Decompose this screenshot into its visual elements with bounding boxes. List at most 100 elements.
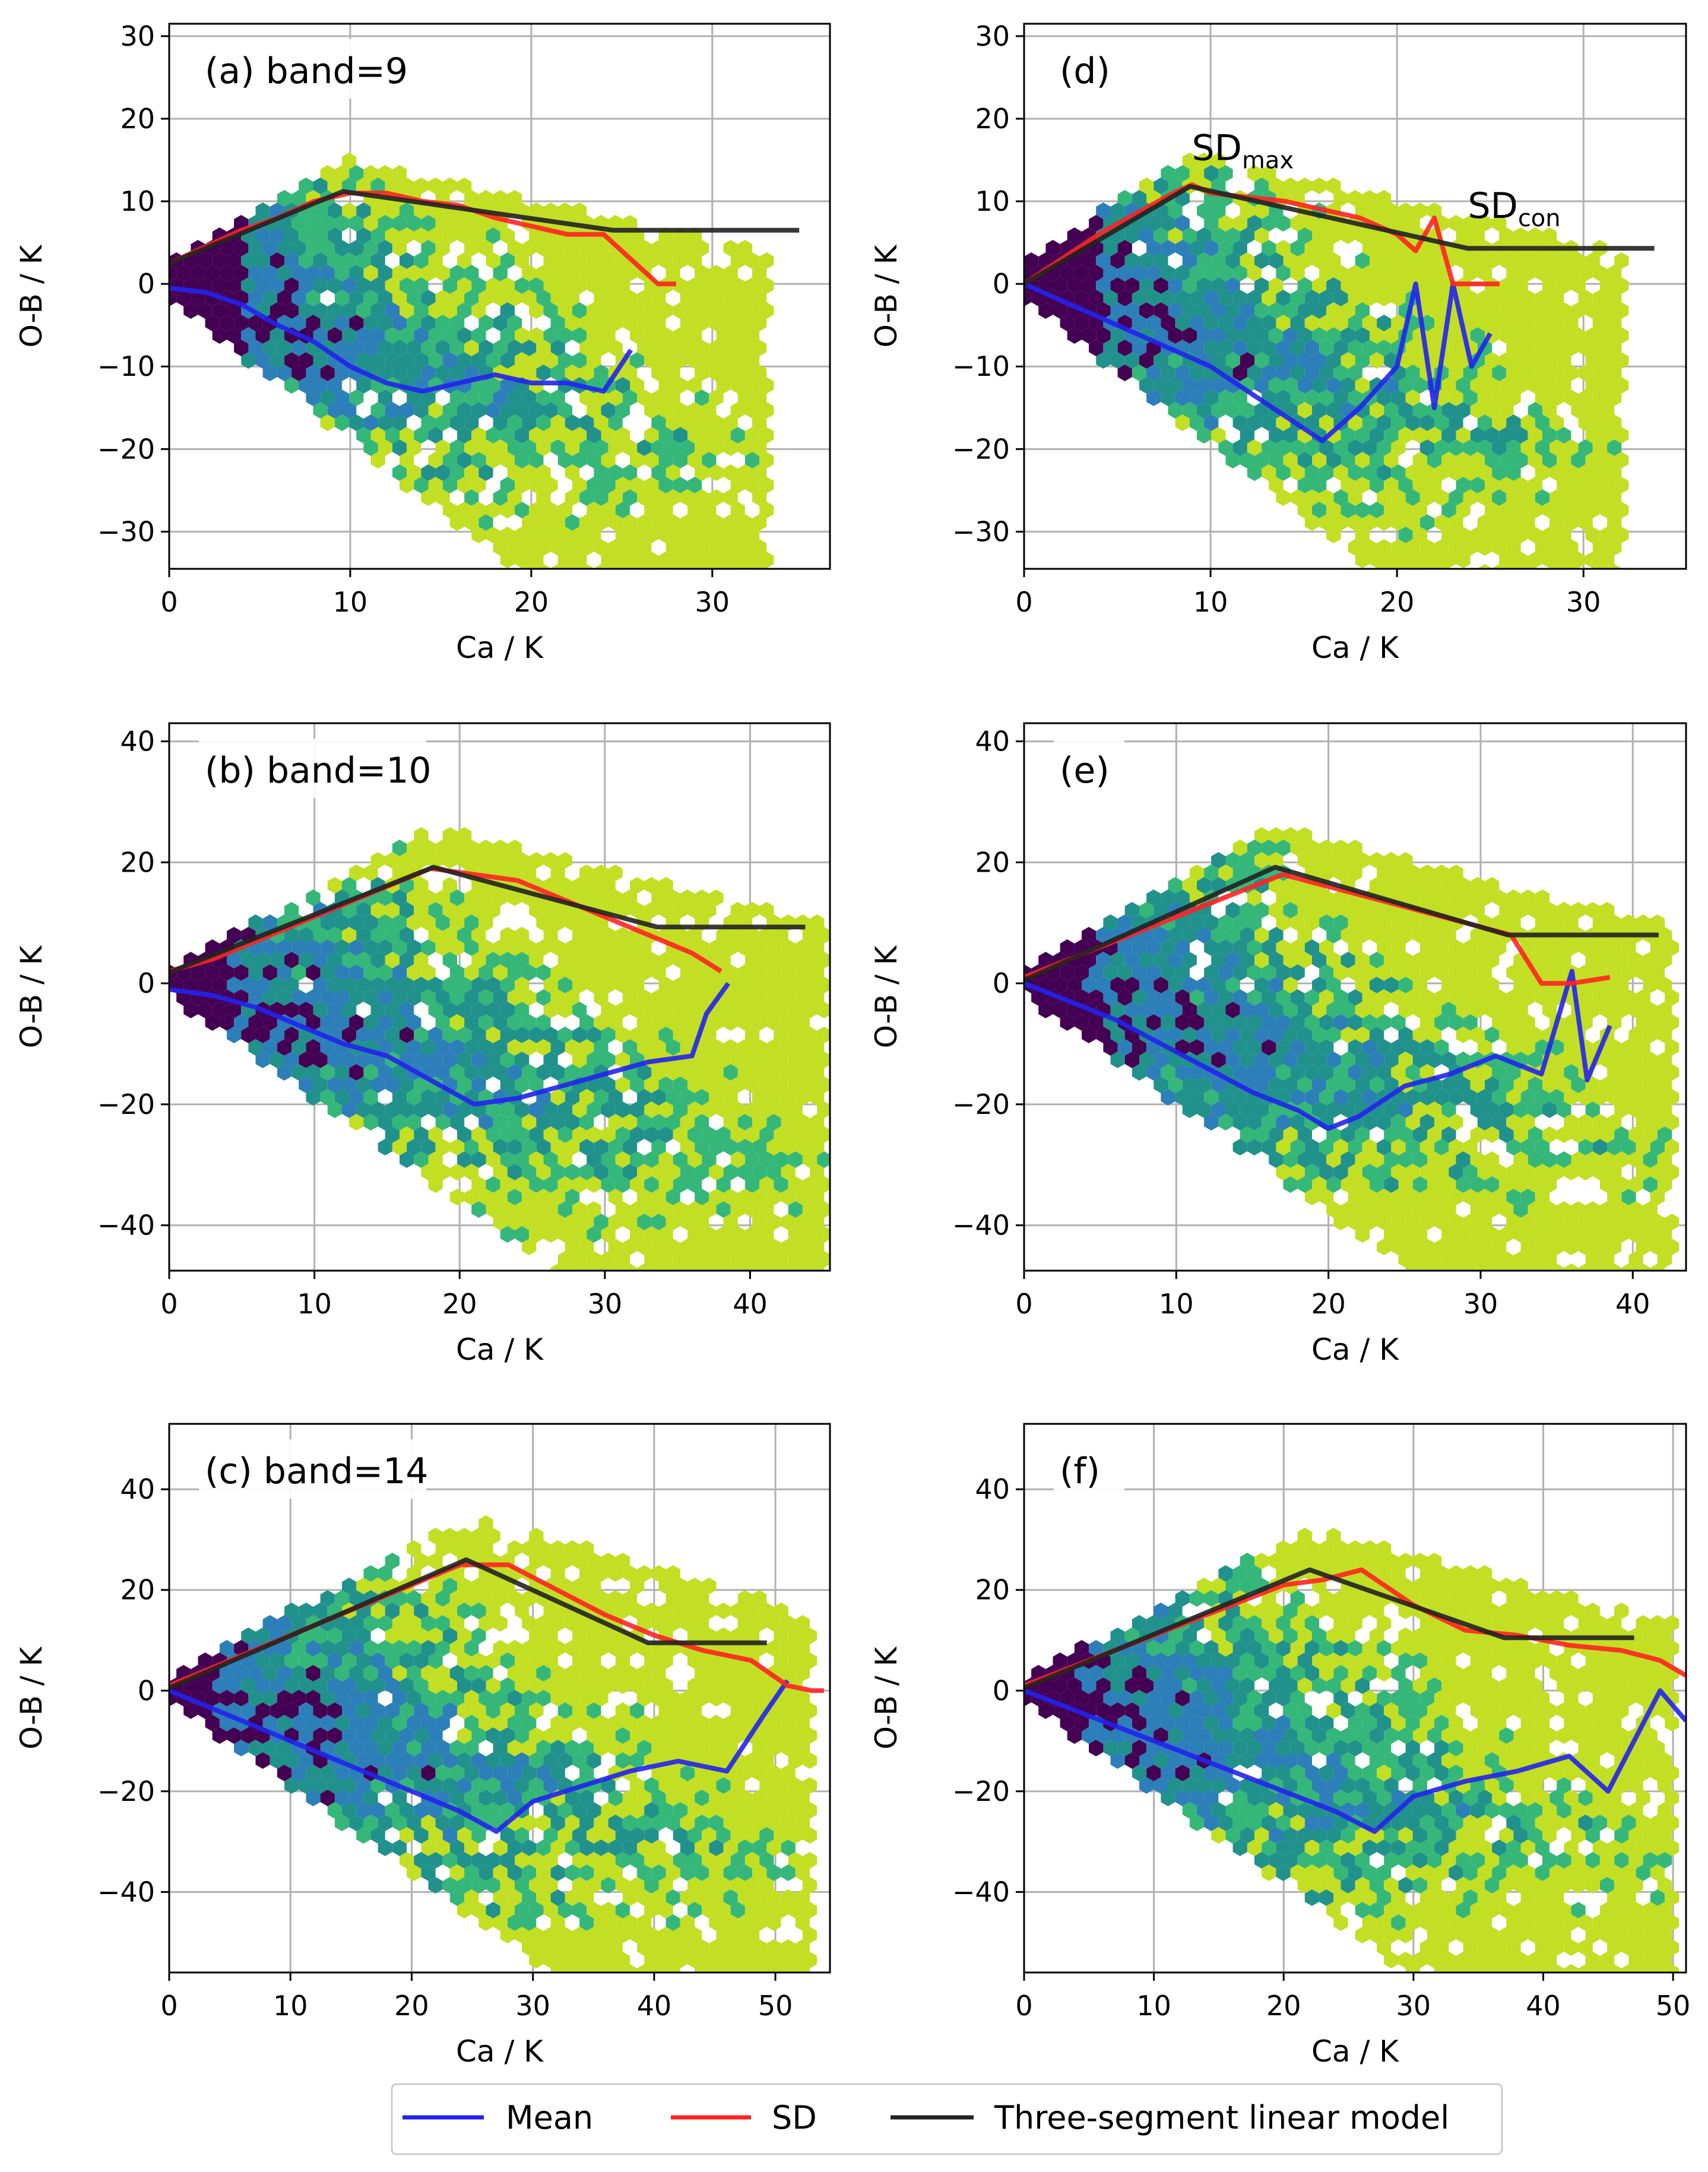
hexbin-cell	[1599, 477, 1615, 493]
hexbin-cell	[421, 1765, 436, 1781]
hexbin-cell	[356, 427, 371, 444]
hexbin-cell	[1240, 402, 1254, 419]
hexbin-cell	[435, 1164, 450, 1180]
hexbin-cell	[1391, 914, 1406, 931]
hexbin-cell	[1348, 514, 1362, 531]
hexbin-cell	[788, 1027, 803, 1043]
hexbin-cell	[615, 377, 630, 394]
hexbin-cell	[543, 902, 558, 919]
hexbin-cell	[615, 1702, 630, 1719]
hexbin-cell	[1419, 564, 1435, 569]
hexbin-cell	[695, 514, 709, 531]
hexbin-cell	[385, 977, 400, 993]
hexbin-cell	[529, 852, 544, 869]
hexbin-cell	[1038, 1002, 1053, 1018]
hexbin-cell	[1377, 290, 1392, 306]
hexbin-cell	[1103, 964, 1118, 981]
hexbin-cell	[370, 427, 385, 444]
hexbin-cell	[702, 1126, 717, 1143]
hexbin-cell	[587, 1076, 601, 1093]
hexbin-cell	[407, 939, 422, 956]
hexbin-cell	[1391, 939, 1406, 956]
hexbin-cell	[327, 252, 342, 269]
hexbin-cell	[1405, 215, 1420, 232]
hexbin-cell	[262, 989, 277, 1006]
hexbin-cell	[622, 315, 638, 331]
hexbin-cell	[1492, 1089, 1507, 1106]
hexbin-cell	[608, 1164, 623, 1180]
hexbin-cell	[1240, 327, 1254, 344]
hexbin-cell	[407, 340, 422, 356]
hexbin-cell	[766, 1239, 781, 1255]
hexbin-cell	[774, 1251, 788, 1268]
hexbin-cell	[457, 277, 472, 294]
hexbin-cell	[1154, 277, 1168, 294]
hexbin-cell	[291, 1064, 306, 1081]
hexbin-cell	[695, 889, 709, 906]
hexbin-cell	[1362, 1014, 1377, 1031]
hexbin-cell	[1405, 1164, 1420, 1180]
hexbin-cell	[378, 215, 392, 232]
hexbin-cell	[608, 215, 623, 232]
hexbin-cell	[1492, 989, 1507, 1006]
hexbin-cell	[695, 1790, 709, 1806]
hexbin-cell	[608, 1565, 623, 1582]
hexbin-cell	[1189, 1064, 1205, 1081]
hexbin-cell	[457, 452, 472, 468]
hexbin-cell	[205, 315, 220, 331]
hexbin-cell	[205, 964, 220, 981]
hexbin-cell	[744, 1126, 760, 1143]
hexbin-cell	[392, 1590, 407, 1607]
hexbin-cell	[644, 452, 659, 468]
hexbin-cell	[565, 1715, 580, 1731]
hexbin-cell	[522, 1715, 537, 1731]
hexbin-cell	[227, 302, 242, 319]
hexbin-cell	[421, 265, 436, 281]
hexbin-cell	[1232, 865, 1247, 881]
hexbin-cell	[1456, 227, 1471, 244]
hexbin-cell	[342, 1578, 357, 1594]
hexbin-cell	[1405, 964, 1420, 981]
hexbin-cell	[1650, 1164, 1665, 1180]
hexbin-cell	[1182, 1076, 1197, 1093]
hexbin-cell	[615, 1002, 630, 1018]
hexbin-cell	[334, 1790, 350, 1806]
hexbin-cell	[334, 1064, 350, 1081]
hexbin-cell	[1312, 302, 1327, 319]
hexbin-cell	[435, 889, 450, 906]
hexbin-cell	[536, 365, 551, 381]
hexbin-cell	[1297, 227, 1312, 244]
hexbin-cell	[716, 302, 731, 319]
hexbin-cell	[817, 1101, 830, 1118]
hexbin-cell	[579, 1765, 594, 1781]
hexbin-cell	[1477, 1189, 1492, 1205]
hexbin-cell	[500, 1052, 515, 1068]
hexbin-cell	[1607, 265, 1622, 281]
hexbin-cell	[1506, 1214, 1521, 1230]
hexbin-cell	[651, 1864, 666, 1881]
hexbin-cell	[723, 365, 738, 381]
hexbin-cell	[1204, 939, 1219, 956]
hexbin-cell	[594, 514, 609, 531]
hexbin-cell	[493, 989, 508, 1006]
hexbin-cell	[1161, 1064, 1175, 1081]
hexbin-cell	[666, 265, 680, 281]
hexbin-cell	[400, 327, 414, 344]
hexbin-cell	[1621, 914, 1636, 931]
hexbin-cell	[428, 452, 443, 468]
hexbin-cell	[414, 1802, 429, 1819]
hexbin-cell	[449, 1039, 465, 1056]
hexbin-cell	[550, 240, 565, 257]
hexbin-cell	[1218, 290, 1233, 306]
hexbin-cell	[414, 252, 429, 269]
hexbin-cell	[1124, 902, 1139, 919]
hexbin-cell	[680, 1765, 695, 1781]
hexbin-cell	[687, 427, 702, 444]
hexbin-cell	[1599, 1176, 1615, 1193]
hexbin-cell	[1427, 1126, 1442, 1143]
hexbin-cell	[1117, 290, 1132, 306]
hexbin-cell	[1074, 964, 1089, 981]
hexbin-cell	[737, 1839, 753, 1856]
hexbin-cell	[486, 427, 500, 444]
hexbin-cell	[730, 1603, 745, 1619]
